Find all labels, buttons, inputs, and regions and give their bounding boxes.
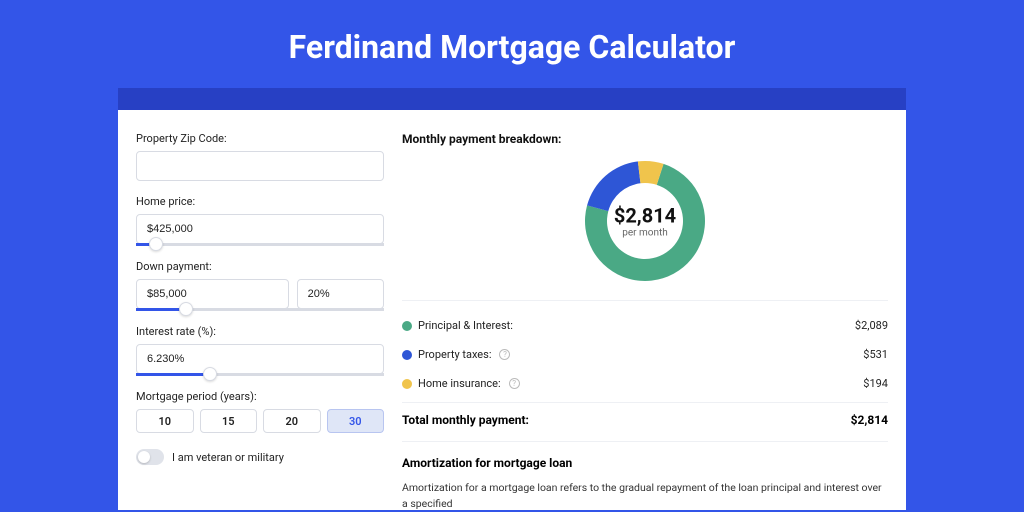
divider: [402, 300, 888, 301]
interest-rate-label: Interest rate (%):: [136, 325, 384, 338]
zip-input[interactable]: [136, 151, 384, 181]
help-icon[interactable]: ?: [509, 378, 520, 389]
breakdown-label-principal: Principal & Interest:: [418, 319, 513, 332]
period-btn-30[interactable]: 30: [327, 409, 385, 433]
calculator-card: Property Zip Code: Home price: Down paym…: [118, 110, 906, 510]
breakdown-panel: Monthly payment breakdown: $2,814 per mo…: [402, 132, 888, 488]
breakdown-label-insurance: Home insurance:: [418, 377, 501, 390]
down-payment-slider[interactable]: [136, 308, 384, 311]
breakdown-title: Monthly payment breakdown:: [402, 132, 888, 146]
breakdown-row-insurance: Home insurance: ? $194: [402, 369, 888, 398]
zip-label: Property Zip Code:: [136, 132, 384, 145]
home-price-input[interactable]: [136, 214, 384, 244]
mortgage-period-group: Mortgage period (years): 10 15 20 30: [136, 390, 384, 433]
toggle-knob: [138, 451, 150, 463]
breakdown-value-principal: $2,089: [855, 319, 888, 332]
amortization-text: Amortization for a mortgage loan refers …: [402, 480, 888, 512]
page-title: Ferdinand Mortgage Calculator: [0, 0, 1024, 88]
home-price-label: Home price:: [136, 195, 384, 208]
mortgage-period-options: 10 15 20 30: [136, 409, 384, 433]
zip-group: Property Zip Code:: [136, 132, 384, 181]
veteran-toggle-row: I am veteran or military: [136, 449, 384, 465]
mortgage-period-label: Mortgage period (years):: [136, 390, 384, 403]
down-payment-percent-input[interactable]: [297, 279, 384, 309]
breakdown-label-taxes: Property taxes:: [418, 348, 491, 361]
down-payment-amount-input[interactable]: [136, 279, 289, 309]
period-btn-10[interactable]: 10: [136, 409, 194, 433]
donut-sub: per month: [614, 228, 676, 239]
down-payment-label: Down payment:: [136, 260, 384, 273]
header-band: [118, 88, 906, 110]
help-icon[interactable]: ?: [499, 349, 510, 360]
breakdown-row-principal: Principal & Interest: $2,089: [402, 311, 888, 340]
dot-taxes: [402, 350, 412, 360]
interest-rate-input[interactable]: [136, 344, 384, 374]
home-price-slider[interactable]: [136, 243, 384, 246]
donut-amount: $2,814: [614, 204, 676, 228]
donut-center: $2,814 per month: [614, 204, 676, 239]
dot-insurance: [402, 379, 412, 389]
dot-principal: [402, 321, 412, 331]
down-payment-group: Down payment:: [136, 260, 384, 311]
total-row: Total monthly payment: $2,814: [402, 402, 888, 441]
amortization-title: Amortization for mortgage loan: [402, 456, 888, 470]
donut-chart: $2,814 per month: [402, 156, 888, 286]
breakdown-row-taxes: Property taxes: ? $531: [402, 340, 888, 369]
amortization-section: Amortization for mortgage loan Amortizat…: [402, 441, 888, 512]
period-btn-20[interactable]: 20: [263, 409, 321, 433]
veteran-toggle[interactable]: [136, 449, 164, 465]
interest-rate-slider[interactable]: [136, 373, 384, 376]
home-price-group: Home price:: [136, 195, 384, 246]
total-value: $2,814: [851, 413, 888, 427]
breakdown-value-taxes: $531: [863, 348, 888, 361]
breakdown-value-insurance: $194: [863, 377, 888, 390]
veteran-toggle-label: I am veteran or military: [172, 451, 284, 464]
period-btn-15[interactable]: 15: [200, 409, 258, 433]
total-label: Total monthly payment:: [402, 413, 529, 427]
form-panel: Property Zip Code: Home price: Down paym…: [136, 132, 384, 488]
interest-rate-group: Interest rate (%):: [136, 325, 384, 376]
